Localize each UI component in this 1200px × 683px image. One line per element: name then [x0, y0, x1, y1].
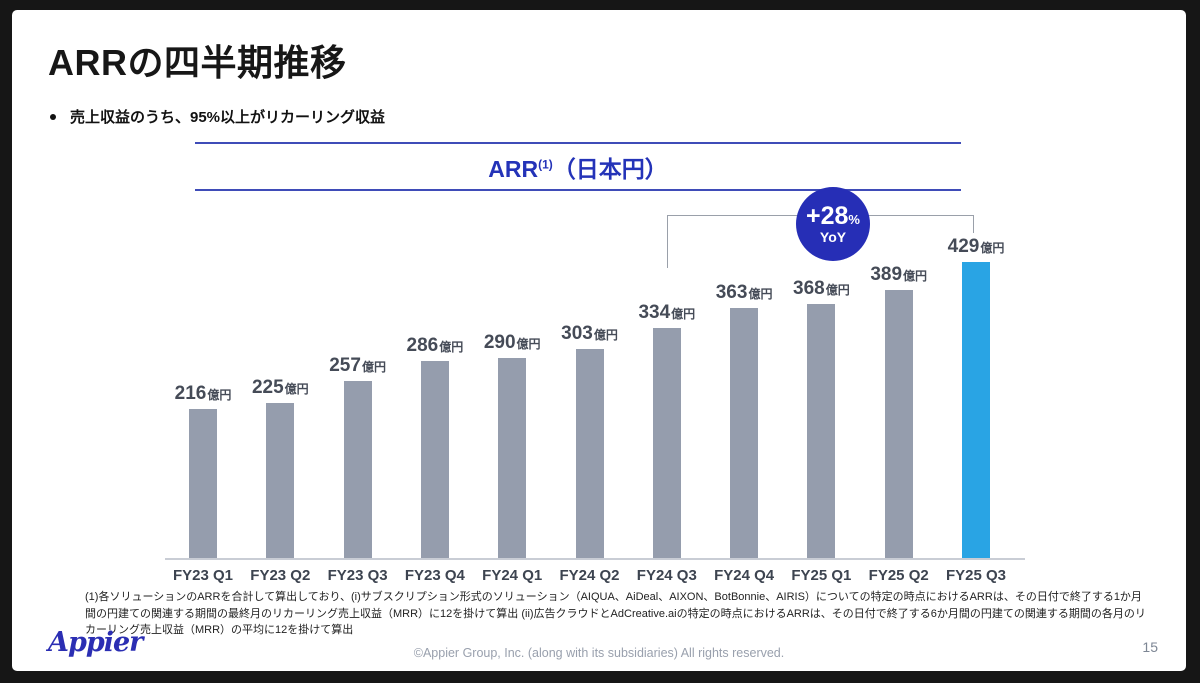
- x-axis-label: FY24 Q2: [559, 567, 620, 584]
- bar-group: 286億円: [390, 335, 480, 558]
- bar-value-label: 216億円: [174, 383, 232, 404]
- bullet-row: 売上収益のうち、95%以上がリカーリング収益: [50, 106, 385, 127]
- bar-value-label: 334億円: [638, 302, 696, 323]
- bar-value-label: 286億円: [406, 335, 464, 356]
- bar-value-label: 389億円: [870, 264, 928, 285]
- yoy-bracket-right: [973, 215, 974, 233]
- bar-group: 429億円: [931, 236, 1021, 558]
- bar-chart: 216億円 FY23 Q1 225億円 FY23 Q2 257億円 FY23 Q3 286億…: [165, 205, 1025, 584]
- bar: [730, 308, 759, 558]
- bar: [266, 403, 295, 558]
- yoy-percent-sign: %: [848, 211, 860, 227]
- appier-logo: Appier: [48, 627, 143, 658]
- bar-group: 257億円: [313, 355, 403, 558]
- bar-value-label: 303億円: [561, 323, 618, 344]
- x-axis-label: FY24 Q1: [482, 567, 543, 584]
- bar: [962, 262, 990, 558]
- bar-group: 225億円: [235, 377, 325, 558]
- x-axis-label: FY25 Q1: [791, 567, 852, 584]
- bar: [575, 349, 604, 558]
- bar-value-label: 257億円: [329, 355, 386, 376]
- bullet-icon: [50, 113, 56, 120]
- x-axis-label: FY24 Q3: [636, 567, 697, 584]
- bar-value-label: 225億円: [251, 377, 309, 398]
- x-axis-label: FY25 Q3: [945, 567, 1007, 584]
- footnote-marker: (1): [538, 157, 553, 172]
- page-number: 15: [1142, 639, 1158, 655]
- chart-title-banner: ARR(1)（日本円）: [195, 142, 961, 191]
- footnote-text: (1)各ソリューションのARRを合計して算出しており、(i)サブスクリプション形…: [85, 591, 1146, 636]
- bar: [343, 381, 372, 558]
- yoy-value: +28: [806, 201, 849, 230]
- yoy-bracket-left: [667, 215, 668, 268]
- bar-group: 363億円: [699, 282, 789, 558]
- bullet-text: 売上収益のうち、95%以上がリカーリング収益: [70, 109, 386, 126]
- slide: ARRの四半期推移 売上収益のうち、95%以上がリカーリング収益 ARR(1)（…: [12, 10, 1186, 671]
- yoy-label: YoY: [819, 228, 847, 245]
- x-axis-label: FY23 Q1: [172, 567, 234, 584]
- bar: [420, 361, 449, 558]
- copyright-text: ©Appier Group, Inc. (along with its subs…: [413, 646, 785, 660]
- bar: [807, 304, 836, 558]
- x-axis-label: FY23 Q3: [327, 567, 388, 584]
- bar: [498, 358, 527, 558]
- chart-title: ARR(1)（日本円）: [488, 156, 668, 182]
- bar: [884, 290, 913, 558]
- bar-value-label: 290億円: [483, 332, 541, 353]
- bar-value-label: 429億円: [947, 236, 1005, 257]
- bar-group: 216億円: [158, 383, 248, 558]
- x-axis-label: FY23 Q2: [250, 567, 311, 584]
- bar: [652, 328, 681, 558]
- page-title: ARRの四半期推移: [48, 42, 347, 83]
- bar: [189, 409, 217, 558]
- bar-value-label: 368億円: [793, 278, 850, 299]
- yoy-badge: +28% YoY: [796, 187, 870, 261]
- x-axis-label: FY23 Q4: [404, 567, 465, 584]
- x-axis-label: FY24 Q4: [714, 567, 775, 584]
- bar-group: 290億円: [467, 332, 557, 558]
- bar-group: 303億円: [545, 323, 635, 558]
- x-axis-label: FY25 Q2: [868, 567, 929, 584]
- bar-group: 368億円: [776, 278, 866, 558]
- bar-group: 334億円: [622, 302, 712, 558]
- bar-group: 389億円: [854, 264, 944, 558]
- bar-value-label: 363億円: [715, 282, 773, 303]
